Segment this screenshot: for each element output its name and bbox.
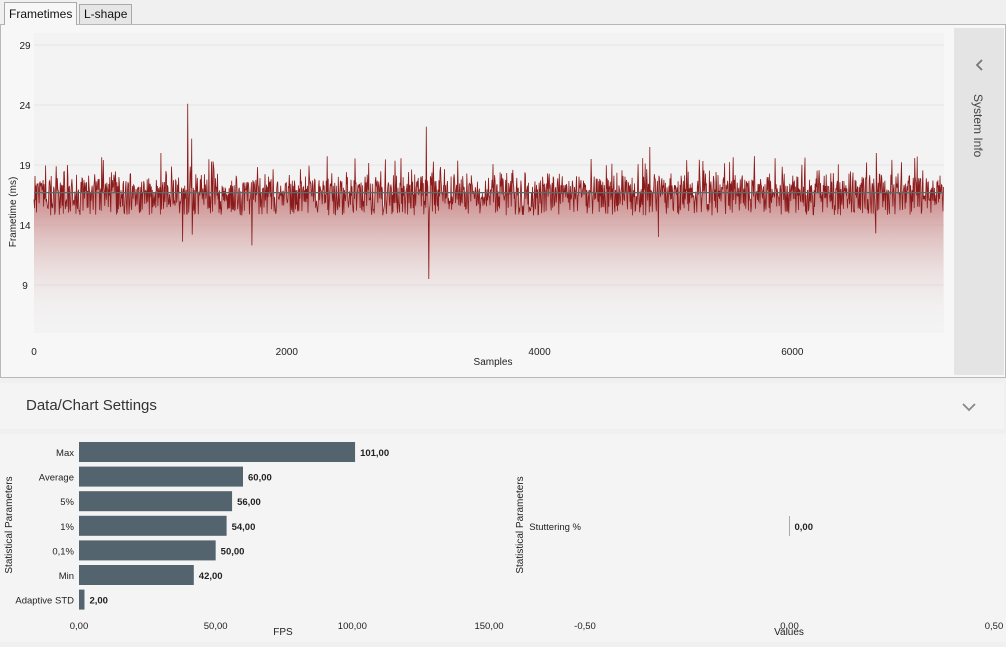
frametime-line — [33, 103, 944, 280]
frametime-area — [34, 103, 944, 333]
tab-bar: Frametimes L-shape — [0, 0, 1006, 25]
values-x-axis-label: Values — [774, 627, 804, 638]
fps-category-label: 5% — [60, 497, 74, 508]
x-tick-label: 4000 — [528, 347, 551, 358]
y-tick-label: 19 — [19, 161, 31, 172]
values-x-tick-label: 0,50 — [985, 621, 1004, 632]
fps-category-label: Max — [56, 448, 74, 459]
frametime-chart-panel: 29 24 19 14 9 0 2000 4000 6000 Samples Frametim… — [0, 24, 1006, 378]
fps-y-axis-label: Statistical Parameters — [4, 476, 15, 573]
fps-bar — [79, 466, 243, 487]
fps-x-axis-label: FPS — [273, 627, 293, 638]
settings-title: Data/Chart Settings — [26, 397, 157, 414]
fps-bar — [79, 442, 356, 462]
y-axis-label: Frametime (ms) — [8, 177, 19, 248]
values-x-tick-label: 0,00 — [780, 621, 799, 632]
system-info-label: System Info — [971, 94, 985, 158]
fps-x-tick-label: 0,00 — [70, 621, 89, 632]
tab-l-shape[interactable]: L-shape — [79, 4, 133, 24]
y-tick-label: 29 — [19, 41, 31, 52]
x-tick-label: 2000 — [276, 347, 299, 358]
statistics-charts: Statistical Parameters FPS Statistical P… — [4, 442, 1004, 638]
fps-value-label: 50,00 — [221, 546, 245, 557]
values-y-axis-label: Statistical Parameters — [515, 476, 526, 573]
fps-category-label: 0,1% — [52, 546, 74, 557]
fps-category-label: Min — [59, 571, 74, 582]
x-axis-label: Samples — [474, 357, 513, 368]
frametime-chart: 29 24 19 14 9 0 2000 4000 6000 Samples Frametim… — [8, 33, 944, 368]
chevron-down-icon[interactable] — [961, 401, 977, 413]
x-tick-label: 0 — [31, 347, 37, 358]
fps-bar — [79, 540, 216, 561]
fps-value-label: 56,00 — [237, 497, 261, 508]
y-tick-label: 9 — [22, 281, 28, 292]
fps-bar — [79, 565, 194, 585]
y-tick-label: 24 — [19, 101, 31, 112]
fps-bar — [79, 589, 85, 610]
values-value-label: 0,00 — [795, 522, 814, 533]
values-bar — [789, 516, 790, 536]
fps-x-tick-label: 50,00 — [204, 621, 228, 632]
data-chart-settings-bar[interactable]: Data/Chart Settings — [0, 383, 1004, 429]
values-category-label: Stuttering % — [529, 522, 581, 533]
values-x-tick-label: -0,50 — [574, 621, 596, 632]
system-info-panel[interactable]: System Info — [954, 28, 1004, 375]
x-tick-label: 6000 — [781, 347, 804, 358]
fps-value-label: 42,00 — [199, 571, 223, 582]
fps-value-label: 54,00 — [232, 522, 256, 533]
fps-value-label: 2,00 — [89, 596, 108, 607]
fps-bar — [79, 515, 227, 536]
tab-frametimes[interactable]: Frametimes — [4, 2, 78, 25]
fps-category-label: 1% — [60, 522, 74, 533]
fps-category-label: Average — [39, 473, 74, 484]
fps-category-label: Adaptive STD — [15, 596, 74, 607]
fps-bar — [79, 491, 233, 512]
fps-value-label: 101,00 — [360, 448, 389, 459]
chevron-left-icon[interactable] — [973, 58, 985, 72]
fps-x-tick-label: 100,00 — [338, 621, 367, 632]
statistics-panel: Statistical Parameters FPS Statistical P… — [0, 434, 1006, 642]
fps-value-label: 60,00 — [248, 473, 272, 484]
y-tick-label: 14 — [19, 221, 31, 232]
fps-x-tick-label: 150,00 — [474, 621, 503, 632]
